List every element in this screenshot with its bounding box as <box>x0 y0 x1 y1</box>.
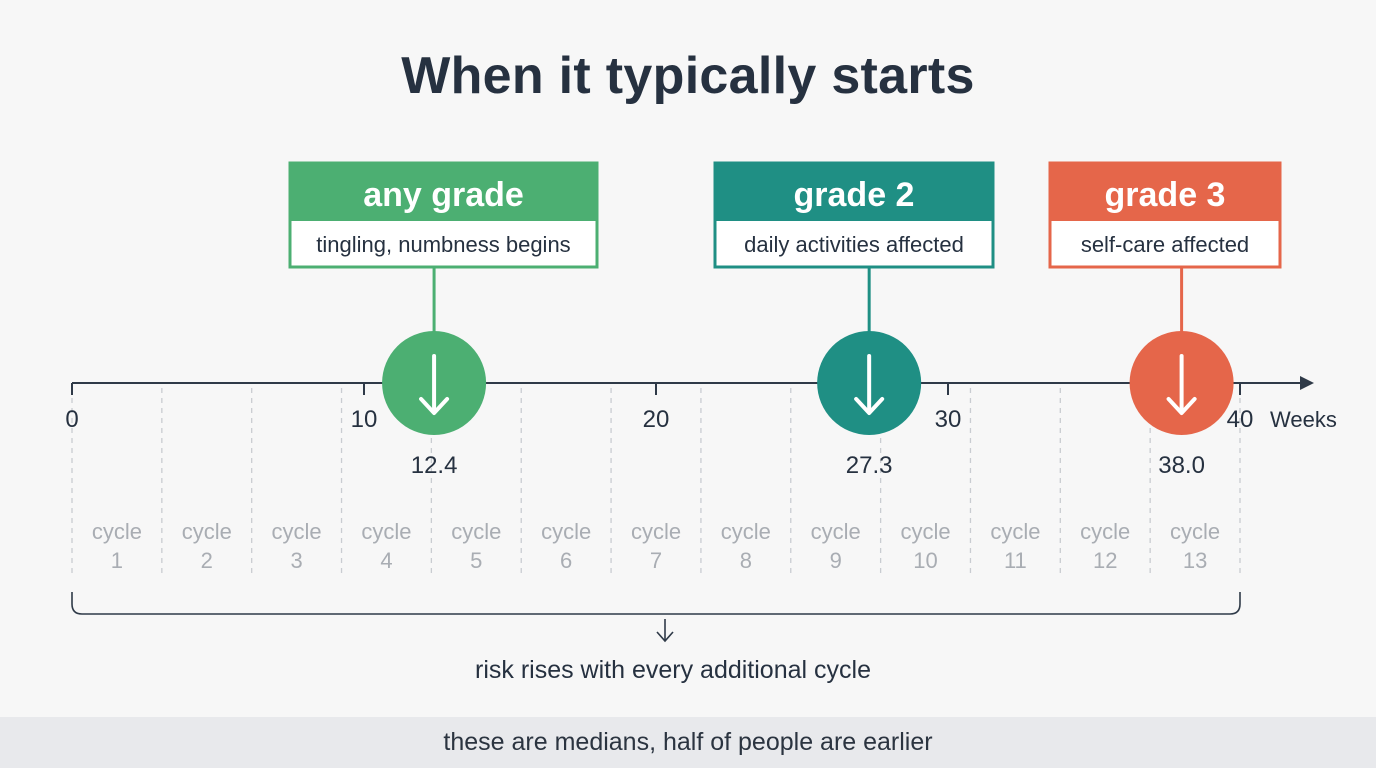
axis-arrowhead-icon <box>1300 376 1314 390</box>
milestone-value: 27.3 <box>846 452 893 479</box>
footer-note: these are medians, half of people are ea… <box>0 717 1376 768</box>
cycle-number: 10 <box>913 548 937 573</box>
down-arrow-icon <box>1166 354 1197 415</box>
milestone-header <box>715 163 993 221</box>
cycle-label: cycle <box>92 519 142 544</box>
axis-tick-label: 30 <box>935 406 962 433</box>
cycle-item: cycle 6 <box>541 519 591 573</box>
cycle-item: cycle 13 <box>1170 519 1220 573</box>
cycle-number: 13 <box>1183 548 1207 573</box>
down-arrow-icon <box>656 619 674 643</box>
cycle-number: 12 <box>1093 548 1117 573</box>
cycle-item: cycle 2 <box>182 519 232 573</box>
milestone: grade 3 self-care affected 38.0 <box>1048 161 1282 479</box>
axis-tick-label: 20 <box>643 406 670 433</box>
milestone-grade: grade 3 <box>1105 176 1226 214</box>
footer-text: these are medians, half of people are ea… <box>443 728 933 756</box>
cycle-bracket: risk rises with every additional cycle <box>71 592 1241 684</box>
timeline-svg: 0 10 20 30 40 Weeks any grade tingling, numbn… <box>65 161 1337 684</box>
timeline-axis <box>72 376 1314 390</box>
cycle-item: cycle 3 <box>272 519 322 573</box>
milestone-description: tingling, numbness begins <box>316 232 570 257</box>
milestone-value: 12.4 <box>411 452 458 479</box>
cycle-number: 2 <box>201 548 213 573</box>
cycle-item: cycle 5 <box>451 519 501 573</box>
cycle-label: cycle <box>721 519 771 544</box>
milestone-header <box>290 163 597 221</box>
cycle-number: 5 <box>470 548 482 573</box>
milestone-description: daily activities affected <box>744 232 964 257</box>
cycle-item: cycle 11 <box>990 519 1040 573</box>
cycle-label: cycle <box>900 519 950 544</box>
cycle-label: cycle <box>811 519 861 544</box>
cycle-item: cycle 4 <box>361 519 411 573</box>
cycle-number: 6 <box>560 548 572 573</box>
cycle-label: cycle <box>990 519 1040 544</box>
cycle-number: 3 <box>290 548 302 573</box>
milestone: grade 2 daily activities affected 27.3 <box>713 161 995 479</box>
cycle-labels: cycle1cycle2cycle3cycle4cycle5cycle6cycl… <box>92 519 1220 573</box>
cycle-number: 8 <box>740 548 752 573</box>
axis-tick-label: 0 <box>65 406 78 433</box>
down-arrow-icon <box>419 354 450 415</box>
down-arrow-icon <box>854 354 885 415</box>
cycle-label: cycle <box>451 519 501 544</box>
axis-ticks: 0 10 20 30 40 <box>65 383 1253 433</box>
axis-unit-label: Weeks <box>1270 407 1337 432</box>
cycle-item: cycle 1 <box>92 519 142 573</box>
bracket-line <box>71 592 1241 615</box>
milestone-grade: grade 2 <box>794 176 915 214</box>
milestone-grade: any grade <box>363 176 524 214</box>
axis-tick-label: 10 <box>351 406 378 433</box>
cycle-label: cycle <box>541 519 591 544</box>
cycle-number: 1 <box>111 548 123 573</box>
milestone-description: self-care affected <box>1081 232 1249 257</box>
cycle-label: cycle <box>272 519 322 544</box>
cycle-item: cycle 12 <box>1080 519 1130 573</box>
cycle-label: cycle <box>361 519 411 544</box>
milestone-header <box>1050 163 1280 221</box>
cycle-item: cycle 9 <box>811 519 861 573</box>
page-title: When it typically starts <box>401 47 975 105</box>
cycle-number: 9 <box>830 548 842 573</box>
cycle-number: 11 <box>1004 548 1027 573</box>
milestones: any grade tingling, numbness begins 12.4 gr… <box>288 161 1282 479</box>
cycle-item: cycle 8 <box>721 519 771 573</box>
cycle-item: cycle 7 <box>631 519 681 573</box>
milestone: any grade tingling, numbness begins 12.4 <box>288 161 599 479</box>
cycle-label: cycle <box>1170 519 1220 544</box>
cycle-number: 4 <box>380 548 392 573</box>
cycle-label: cycle <box>1080 519 1130 544</box>
axis-tick-label: 40 <box>1227 406 1254 433</box>
cycle-number: 7 <box>650 548 662 573</box>
bracket-caption: risk rises with every additional cycle <box>475 656 871 684</box>
cycle-label: cycle <box>631 519 681 544</box>
cycle-label: cycle <box>182 519 232 544</box>
cycle-item: cycle 10 <box>900 519 950 573</box>
milestone-value: 38.0 <box>1158 452 1205 479</box>
